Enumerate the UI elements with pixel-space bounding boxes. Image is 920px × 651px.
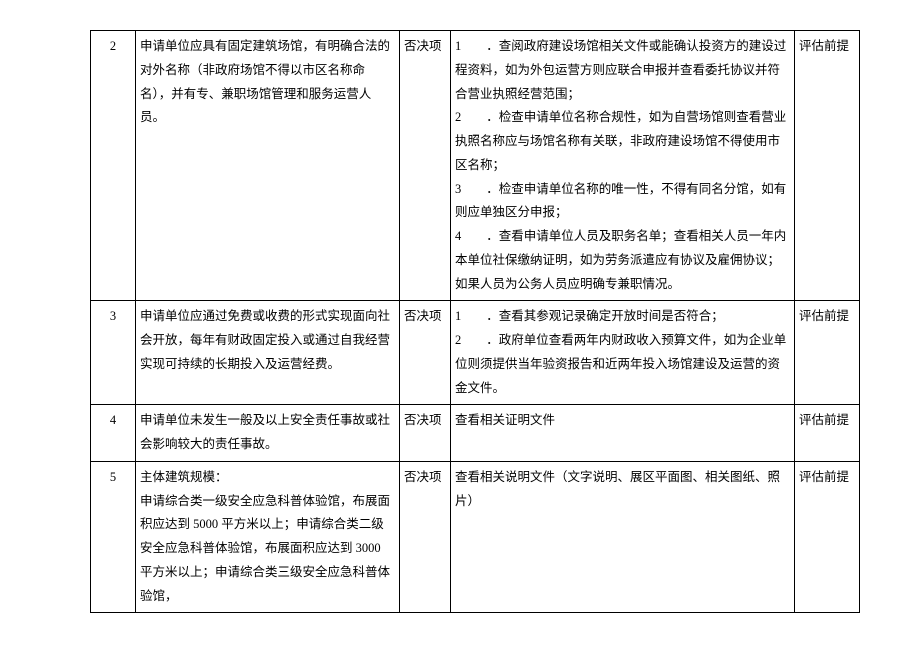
table-body: 2 申请单位应具有固定建筑场馆，有明确合法的对外名称（非政府场馆不得以市区名称命… (91, 31, 860, 613)
cell-type: 否决项 (400, 301, 451, 405)
cell-detail: 1 ．查看其参观记录确定开放时间是否符合；2 ．政府单位查看两年内财政收入预算文… (451, 301, 795, 405)
cell-type: 否决项 (400, 461, 451, 613)
table-row: 2 申请单位应具有固定建筑场馆，有明确合法的对外名称（非政府场馆不得以市区名称命… (91, 31, 860, 301)
cell-detail: 查看相关说明文件（文字说明、展区平面图、相关图纸、照片） (451, 461, 795, 613)
table-row: 3 申请单位应通过免费或收费的形式实现面向社会开放，每年有财政固定投入或通过自我… (91, 301, 860, 405)
cell-note: 评估前提 (795, 31, 860, 301)
cell-num: 4 (91, 405, 136, 462)
cell-num: 5 (91, 461, 136, 613)
cell-detail: 查看相关证明文件 (451, 405, 795, 462)
cell-type: 否决项 (400, 405, 451, 462)
cell-detail: 1 ．查阅政府建设场馆相关文件或能确认投资方的建设过程资料，如为外包运营方则应联… (451, 31, 795, 301)
page-container: 2 申请单位应具有固定建筑场馆，有明确合法的对外名称（非政府场馆不得以市区名称命… (0, 0, 920, 643)
cell-note: 评估前提 (795, 461, 860, 613)
evaluation-table: 2 申请单位应具有固定建筑场馆，有明确合法的对外名称（非政府场馆不得以市区名称命… (90, 30, 860, 613)
cell-requirement: 申请单位未发生一般及以上安全责任事故或社会影响较大的责任事故。 (136, 405, 400, 462)
cell-type: 否决项 (400, 31, 451, 301)
cell-note: 评估前提 (795, 405, 860, 462)
cell-requirement: 主体建筑规模：申请综合类一级安全应急科普体验馆，布展面积应达到 5000 平方米… (136, 461, 400, 613)
cell-num: 3 (91, 301, 136, 405)
cell-num: 2 (91, 31, 136, 301)
table-row: 4 申请单位未发生一般及以上安全责任事故或社会影响较大的责任事故。 否决项 查看… (91, 405, 860, 462)
table-row: 5 主体建筑规模：申请综合类一级安全应急科普体验馆，布展面积应达到 5000 平… (91, 461, 860, 613)
cell-requirement: 申请单位应具有固定建筑场馆，有明确合法的对外名称（非政府场馆不得以市区名称命名）… (136, 31, 400, 301)
cell-requirement: 申请单位应通过免费或收费的形式实现面向社会开放，每年有财政固定投入或通过自我经营… (136, 301, 400, 405)
cell-note: 评估前提 (795, 301, 860, 405)
